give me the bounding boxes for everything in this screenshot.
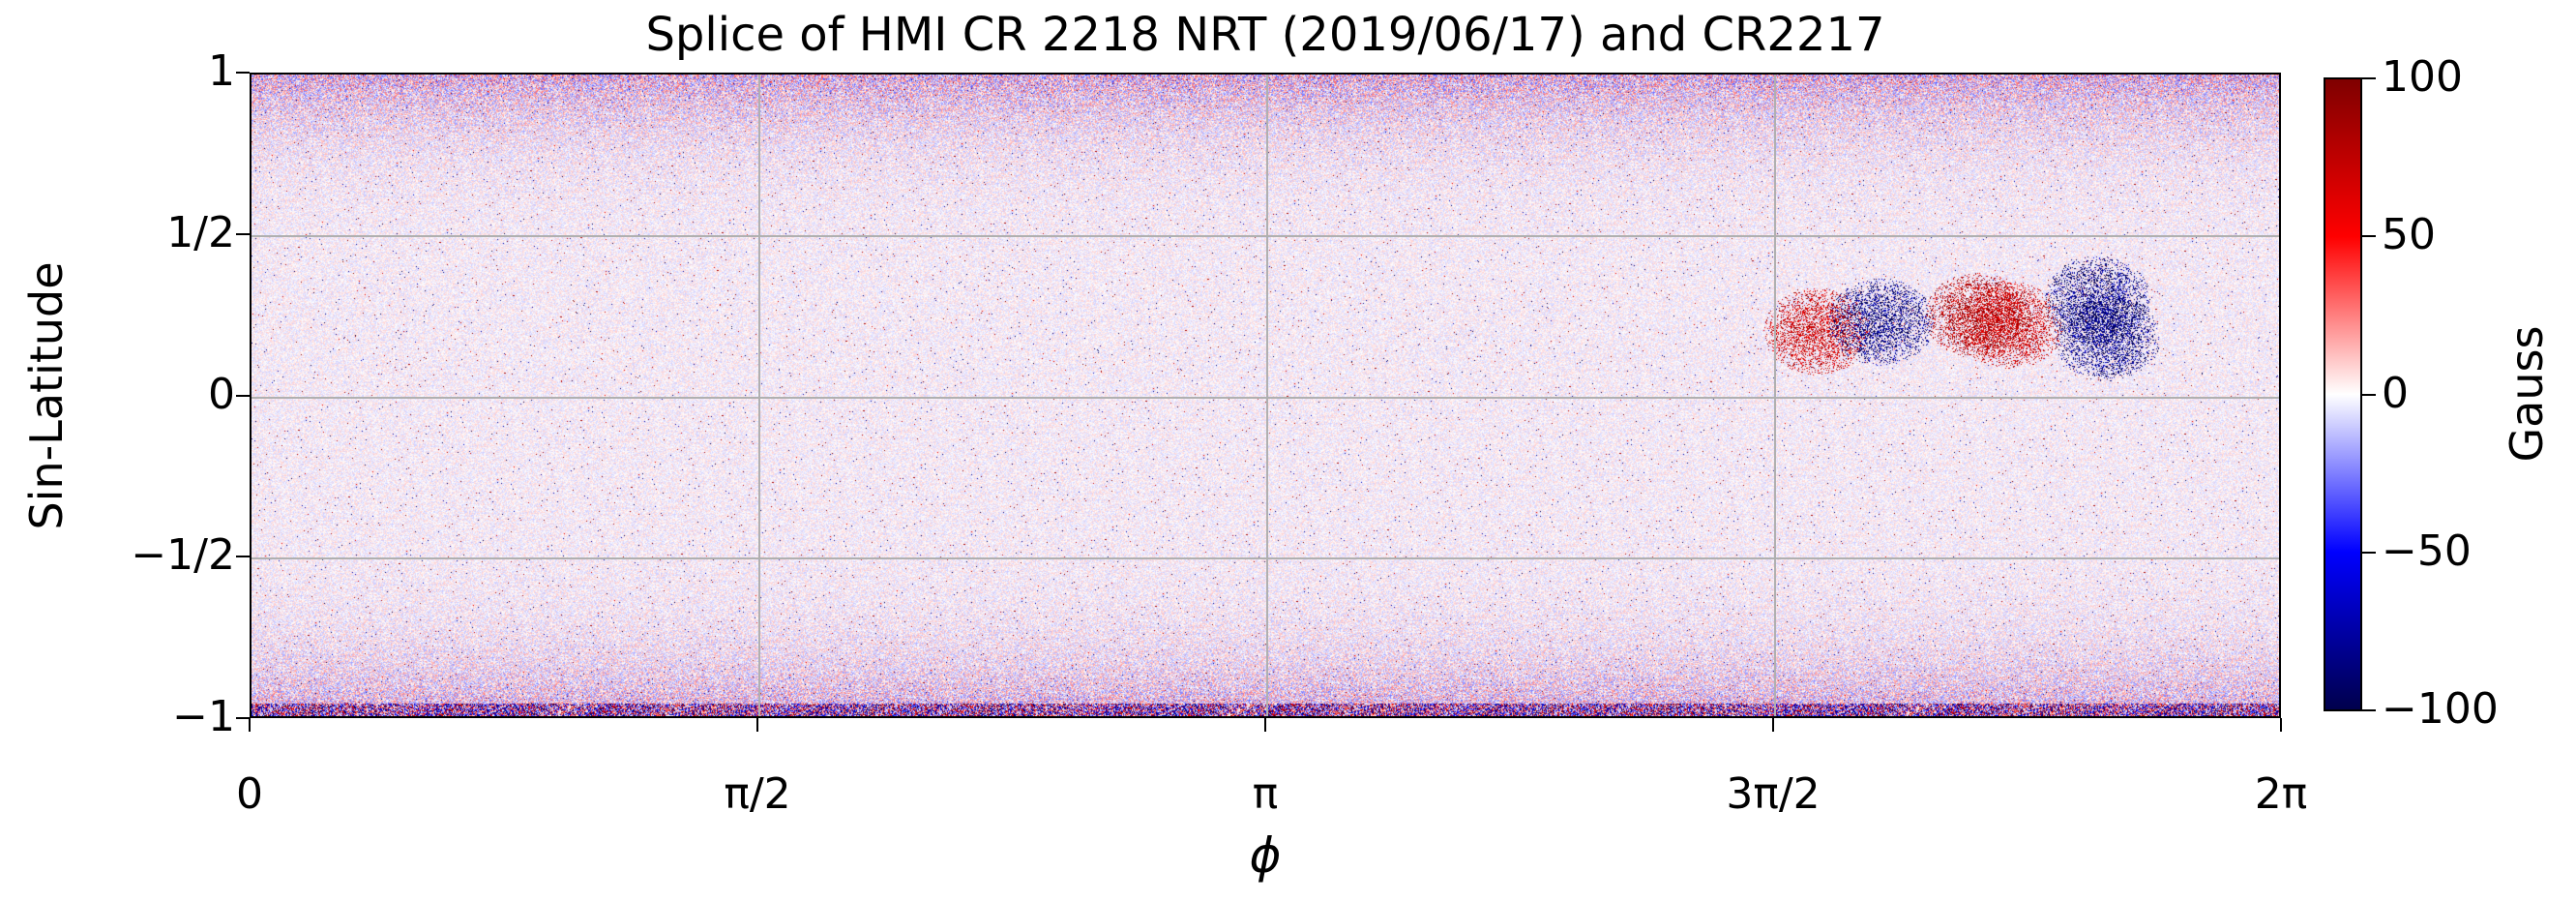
colorbar-tick-label: 0: [2382, 368, 2409, 418]
y-tick-label: 1: [208, 46, 235, 96]
colorbar-label: Gauss: [2501, 325, 2553, 463]
x-tick-mark: [756, 718, 758, 732]
x-tick-label: 2π: [2254, 769, 2308, 819]
x-gridline: [1266, 75, 1268, 716]
x-tick-mark: [1772, 718, 1774, 732]
y-tick-label: 1/2: [166, 207, 235, 257]
x-tick-label: π/2: [724, 769, 791, 819]
y-tick-mark: [236, 72, 250, 74]
y-tick-label: −1/2: [131, 530, 235, 581]
colorbar: [2324, 77, 2362, 711]
x-gridline: [758, 75, 760, 716]
colorbar-tick-mark: [2362, 235, 2376, 238]
y-gridline: [252, 234, 2279, 237]
y-axis-label: Sin-Latitude: [20, 261, 73, 530]
x-tick-mark: [2280, 718, 2282, 732]
x-axis-label: ϕ: [1249, 827, 1282, 884]
colorbar-tick-mark: [2362, 551, 2376, 554]
colorbar-tick-label: −50: [2382, 526, 2472, 576]
y-tick-label: −1: [172, 692, 235, 741]
x-tick-label: π: [1252, 769, 1279, 819]
x-tick-mark: [249, 718, 251, 732]
plot-area: [250, 73, 2281, 718]
y-tick-label: 0: [208, 369, 235, 419]
chart-title: Splice of HMI CR 2218 NRT (2019/06/17) a…: [645, 8, 1885, 62]
colorbar-tick-mark: [2362, 393, 2376, 396]
magnetogram-heatmap: [252, 75, 2279, 716]
colorbar-tick-label: 50: [2382, 210, 2436, 260]
colorbar-tick-label: 100: [2382, 52, 2463, 102]
y-tick-mark: [236, 556, 250, 558]
y-tick-mark: [236, 717, 250, 719]
y-tick-mark: [236, 394, 250, 397]
colorbar-tick-mark: [2362, 77, 2376, 79]
y-tick-mark: [236, 232, 250, 235]
y-gridline: [252, 396, 2279, 399]
x-tick-label: 0: [236, 769, 263, 819]
y-gridline: [252, 557, 2279, 560]
x-gridline: [1774, 75, 1776, 716]
x-tick-mark: [1264, 718, 1266, 732]
colorbar-tick-label: −100: [2382, 684, 2499, 734]
x-tick-label: 3π/2: [1726, 769, 1821, 819]
colorbar-tick-mark: [2362, 709, 2376, 711]
